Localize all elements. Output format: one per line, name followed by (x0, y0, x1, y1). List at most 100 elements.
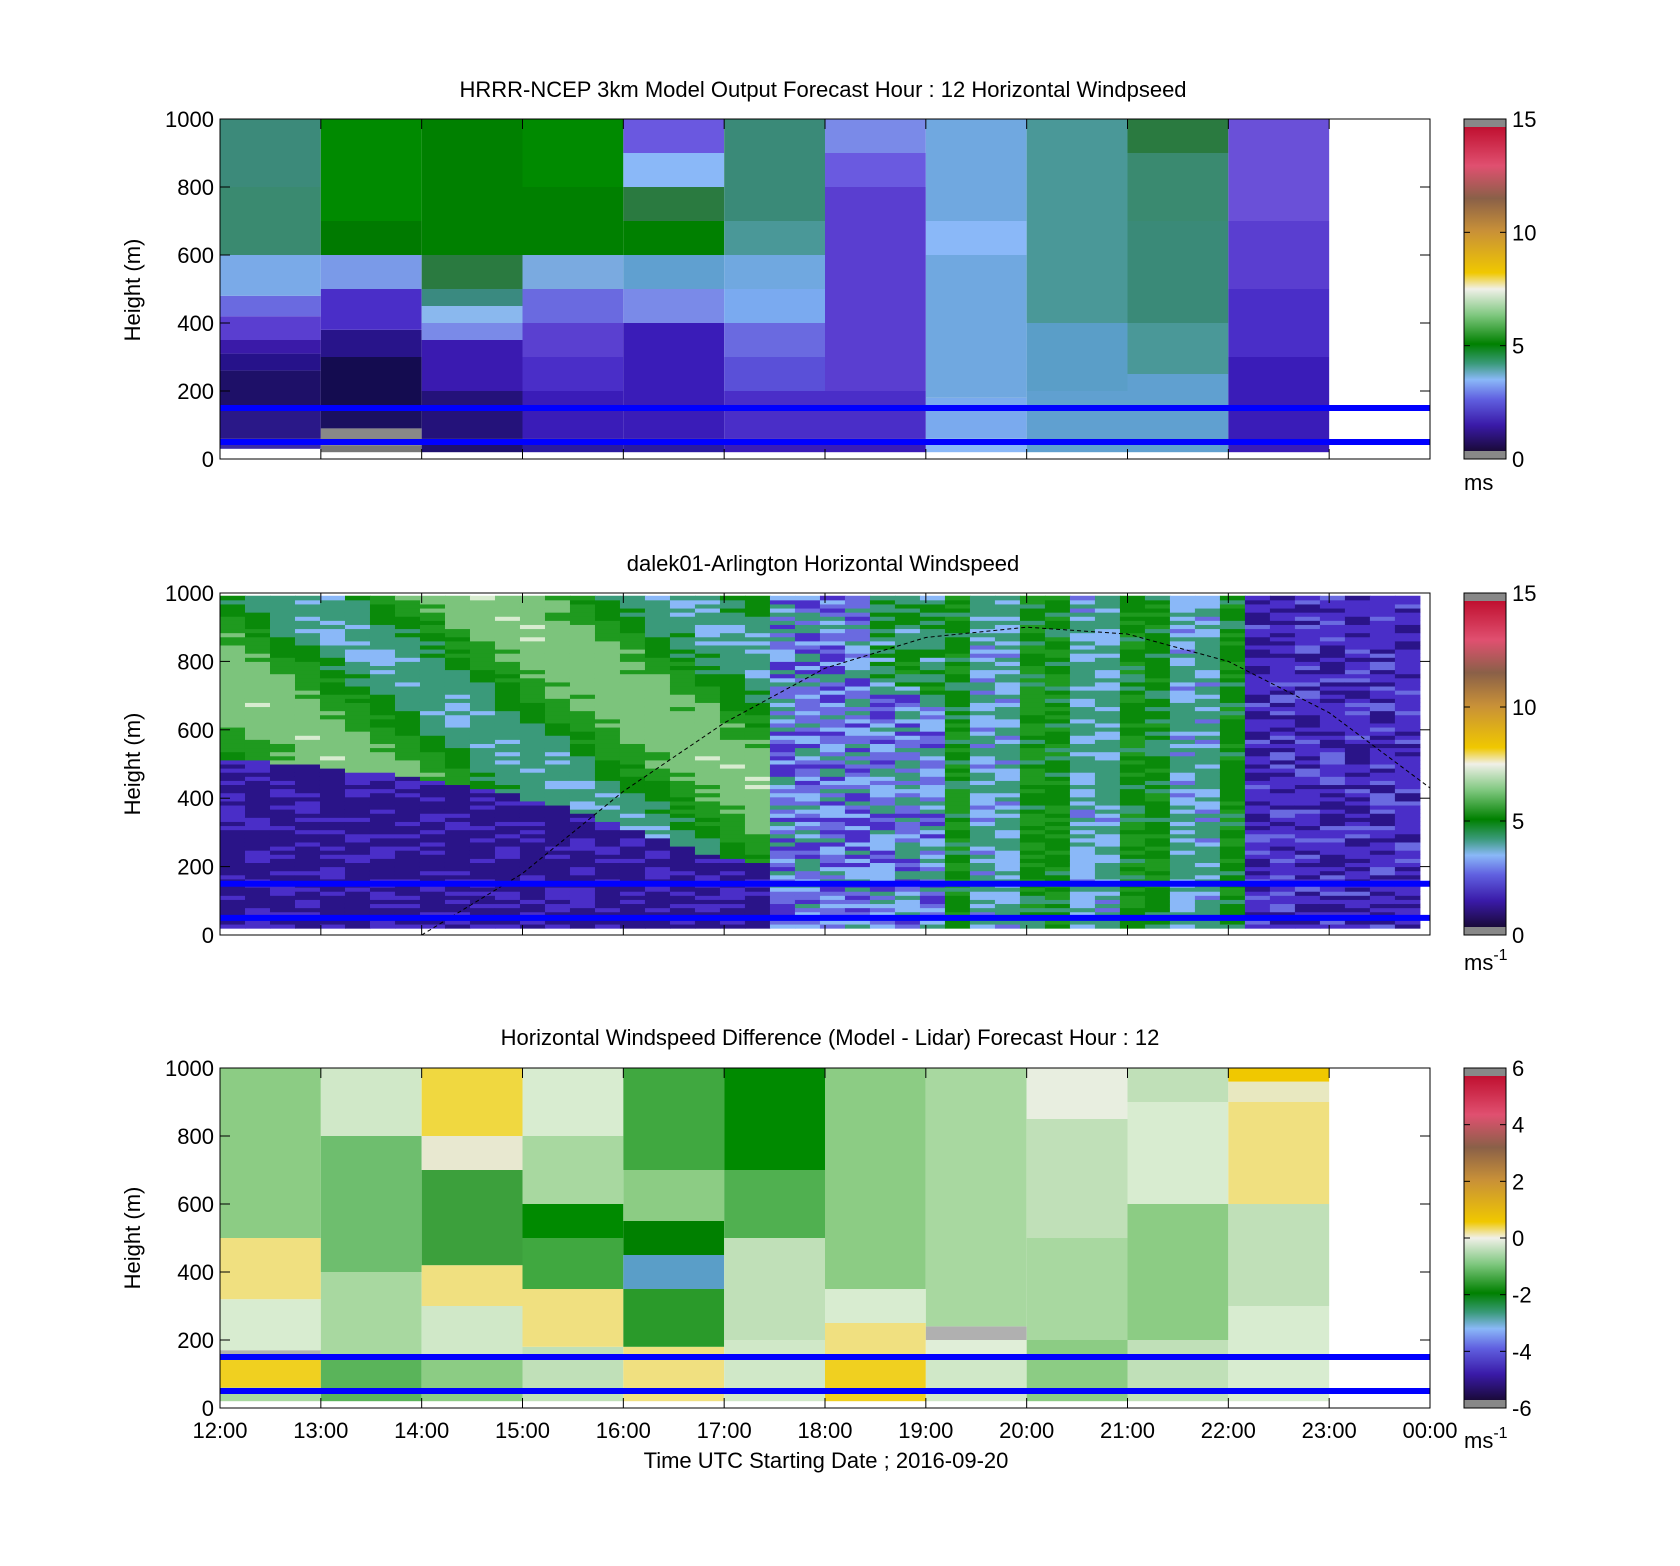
heatmap-cell (419, 805, 446, 810)
heatmap-cell (1344, 796, 1371, 802)
heatmap-cell (794, 722, 821, 728)
heatmap-cell (969, 788, 996, 794)
heatmap-cell (1169, 768, 1196, 773)
heatmap-cell (744, 714, 771, 720)
heatmap-cell (844, 858, 871, 863)
heatmap-cell (220, 895, 246, 900)
heatmap-cell (594, 681, 621, 687)
heatmap-cell (469, 833, 496, 839)
heatmap-cell (1144, 780, 1171, 786)
heatmap-cell (669, 698, 696, 703)
heatmap-cell (544, 887, 571, 892)
heatmap-cell (1369, 673, 1396, 679)
heatmap-cell (894, 755, 921, 761)
heatmap-cell (394, 768, 421, 773)
heatmap-cell (1144, 805, 1171, 810)
heatmap-cell (369, 837, 396, 843)
heatmap-cell (1269, 649, 1296, 654)
heatmap-cell (619, 821, 646, 827)
heatmap-cell (1319, 809, 1346, 814)
heatmap-cell (244, 628, 271, 634)
heatmap-cell (444, 718, 471, 724)
heatmap-cell (869, 727, 896, 732)
heatmap-cell (1394, 805, 1421, 810)
heatmap-cell (719, 796, 746, 802)
heatmap-cell (1069, 846, 1096, 851)
heatmap-cell (919, 706, 946, 712)
heatmap-cell (1019, 710, 1046, 716)
heatmap-cell (1244, 616, 1271, 621)
heatmap-cell (569, 599, 596, 605)
heatmap-cell (294, 669, 321, 675)
heatmap-cell (719, 850, 746, 855)
heatmap-cell (344, 772, 371, 777)
heatmap-cell (669, 632, 696, 638)
heatmap-cell (819, 644, 846, 650)
heatmap-cell (220, 653, 246, 658)
heatmap-cell (669, 603, 696, 609)
heatmap-cell (669, 628, 696, 634)
heatmap-cell (1119, 924, 1146, 929)
heatmap-cell (869, 874, 896, 880)
heatmap-cell (1369, 727, 1396, 732)
heatmap-cell (1394, 924, 1421, 929)
heatmap-cell (769, 620, 796, 625)
heatmap-cell (619, 784, 646, 790)
heatmap-cell (220, 850, 246, 855)
heatmap-cell (1219, 862, 1246, 868)
heatmap-cell (544, 665, 571, 671)
heatmap-cell (1344, 846, 1371, 851)
heatmap-cell (724, 119, 825, 221)
heatmap-cell (1344, 870, 1371, 876)
heatmap-cell (369, 829, 396, 835)
heatmap-cell (244, 694, 271, 699)
heatmap-cell (1069, 616, 1096, 621)
heatmap-cell (444, 706, 471, 712)
heatmap-cell (469, 796, 496, 802)
colorbar-tick-label: 10 (1512, 695, 1536, 720)
heatmap-cell (1194, 714, 1221, 720)
heatmap-cell (369, 694, 396, 699)
heatmap-cell (244, 846, 271, 851)
heatmap-cell (644, 924, 671, 929)
heatmap-cell (1069, 919, 1096, 925)
heatmap-cell (919, 858, 946, 863)
heatmap-cell (569, 714, 596, 720)
heatmap-cell (1369, 755, 1396, 761)
heatmap-cell (819, 784, 846, 790)
heatmap-cell (369, 599, 396, 605)
heatmap-cell (1344, 891, 1371, 896)
heatmap-cell (719, 673, 746, 679)
heatmap-cell (869, 825, 896, 831)
heatmap-cell (969, 792, 996, 798)
heatmap-cell (269, 780, 296, 786)
heatmap-cell (244, 813, 271, 818)
heatmap-cell (344, 620, 371, 625)
heatmap-cell (394, 657, 421, 662)
heatmap-cell (1269, 747, 1296, 753)
heatmap-cell (769, 891, 796, 896)
heatmap-cell (819, 759, 846, 765)
heatmap-cell (919, 796, 946, 802)
heatmap-cell (1019, 924, 1046, 929)
heatmap-cell (394, 747, 421, 753)
heatmap-cell (1319, 846, 1346, 851)
heatmap-cell (1219, 632, 1246, 638)
heatmap-cell (344, 608, 371, 613)
heatmap-cell (319, 780, 346, 786)
heatmap-cell (844, 665, 871, 671)
heatmap-cell (844, 739, 871, 744)
heatmap-cell (319, 903, 346, 909)
heatmap-cell (394, 772, 421, 777)
heatmap-cell (994, 862, 1021, 868)
heatmap-cell (769, 657, 796, 662)
colorbar-tick-label: 15 (1512, 107, 1536, 132)
heatmap-cell (1069, 714, 1096, 720)
heatmap-cell (469, 776, 496, 781)
heatmap-cell (1369, 788, 1396, 794)
x-tick-label: 00:00 (1402, 1418, 1457, 1443)
heatmap-cell (894, 640, 921, 646)
heatmap-cell (220, 255, 321, 296)
heatmap-cell (944, 669, 971, 675)
heatmap-cell (294, 874, 321, 880)
